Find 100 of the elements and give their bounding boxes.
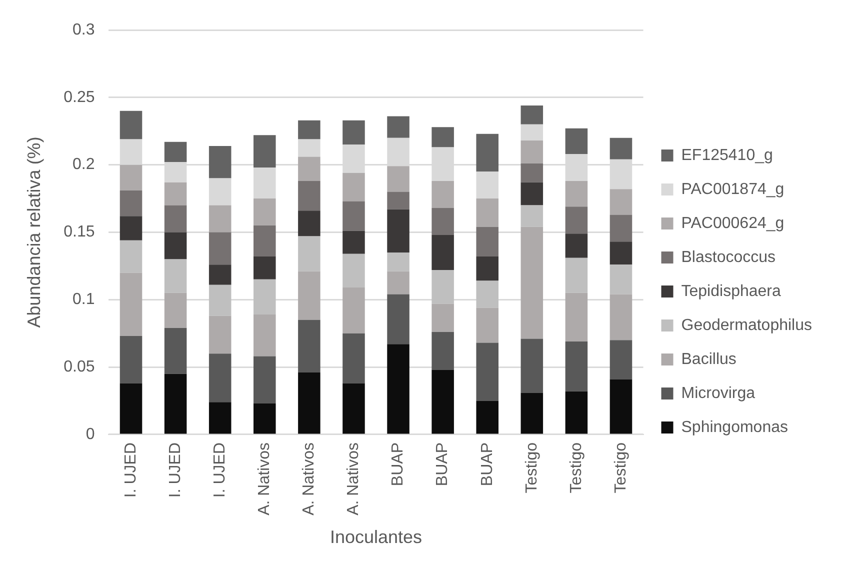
- legend-label: Tepidisphaera: [681, 282, 781, 300]
- bar: [520, 106, 544, 124]
- bar: [342, 201, 365, 231]
- y-tick-label: 0.3: [72, 21, 95, 38]
- bar: [610, 264, 632, 294]
- bar: [120, 164, 142, 190]
- x-tick-label: I. UJED: [122, 442, 140, 498]
- bar: [342, 230, 365, 254]
- bar: [298, 320, 320, 372]
- bar: [520, 205, 544, 227]
- bar: [164, 292, 187, 328]
- bar: [565, 181, 588, 207]
- bar: [298, 271, 320, 320]
- y-tick-label: 0.2: [72, 156, 95, 174]
- bar: [208, 178, 232, 206]
- bar: [432, 127, 454, 148]
- bar: [120, 110, 142, 140]
- bar: [387, 344, 410, 434]
- bar: [254, 356, 276, 404]
- legend-label: Blastococcus: [681, 248, 776, 266]
- bar: [520, 182, 544, 206]
- bar: [610, 340, 632, 380]
- bar: [342, 288, 365, 334]
- bar: [610, 379, 632, 434]
- legend-label: Bacillus: [681, 350, 736, 368]
- bar: [208, 402, 232, 434]
- bar: [387, 116, 410, 138]
- bar: [208, 146, 232, 178]
- bar: [208, 354, 232, 402]
- bar: [565, 391, 588, 434]
- bar: [164, 374, 187, 434]
- bar: [120, 383, 142, 434]
- bar: [387, 252, 410, 272]
- bar: [387, 192, 410, 210]
- bar: [476, 400, 498, 434]
- bar: [298, 372, 320, 434]
- y-tick-label: 0.25: [64, 88, 95, 106]
- legend-label: PAC001874_g: [681, 180, 784, 198]
- bar: [476, 308, 498, 343]
- bar: [208, 316, 232, 354]
- bar: [610, 138, 632, 160]
- bar: [342, 254, 365, 288]
- x-tick-label: Testigo: [612, 442, 630, 494]
- bar: [298, 236, 320, 272]
- bar: [610, 214, 632, 242]
- bar: [520, 338, 544, 393]
- bar: [120, 216, 142, 240]
- bar: [432, 370, 454, 434]
- bar: [298, 120, 320, 140]
- bar: [254, 135, 276, 168]
- bar: [520, 392, 544, 434]
- bar: [476, 172, 498, 199]
- bar: [565, 341, 588, 392]
- bar: [565, 292, 588, 342]
- x-tick-label: I. UJED: [212, 442, 229, 498]
- bar: [298, 156, 320, 182]
- bar: [342, 172, 365, 202]
- bar: [164, 142, 187, 162]
- bar: [342, 383, 365, 434]
- bar: [432, 332, 454, 370]
- bar: [476, 226, 498, 257]
- bar: [565, 258, 588, 293]
- bar: [610, 189, 632, 215]
- bar: [520, 124, 544, 141]
- x-tick-label: Testigo: [568, 442, 585, 494]
- bar: [520, 226, 544, 339]
- bar: [476, 198, 498, 227]
- bar: [120, 272, 142, 336]
- bar: [432, 181, 454, 208]
- bar: [120, 336, 142, 384]
- legend-label: Geodermatophilus: [681, 316, 812, 334]
- legend-label: PAC000624_g: [681, 214, 784, 232]
- bar: [476, 342, 498, 401]
- bar: [164, 328, 187, 374]
- bar: [298, 210, 320, 236]
- bar: [432, 270, 454, 304]
- y-tick-label: 0.15: [64, 224, 95, 241]
- bar: [208, 284, 232, 316]
- bar: [254, 168, 276, 199]
- x-tick-label: A. Nativos: [300, 442, 318, 516]
- x-tick-label: BUAP: [390, 442, 407, 486]
- bar: [120, 190, 142, 216]
- x-tick-label: I. UJED: [166, 442, 184, 498]
- bar: [432, 304, 454, 332]
- bar: [164, 182, 187, 206]
- x-tick-label: BUAP: [434, 442, 452, 486]
- bar: [387, 209, 410, 252]
- bar: [254, 279, 276, 314]
- bar: [298, 139, 320, 157]
- x-tick-label: BUAP: [478, 442, 496, 486]
- bar: [565, 206, 588, 234]
- bar: [298, 181, 320, 211]
- legend-label: EF125410_g: [681, 146, 773, 164]
- legend-label: Microvirga: [681, 384, 756, 402]
- bar: [208, 232, 232, 265]
- bar: [610, 242, 632, 265]
- bar: [164, 205, 187, 232]
- bar: [342, 333, 365, 384]
- bar: [164, 232, 187, 260]
- bar: [520, 140, 544, 164]
